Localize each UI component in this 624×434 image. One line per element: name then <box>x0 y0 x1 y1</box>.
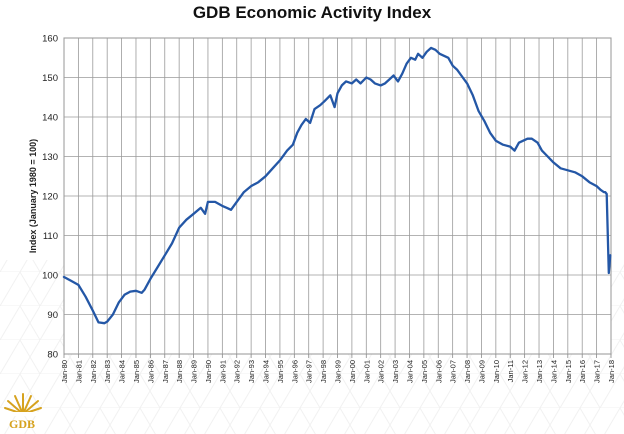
y-tick-label: 140 <box>42 113 58 124</box>
y-tick-label: 160 <box>42 34 58 45</box>
x-tick-label: Jan-14 <box>549 360 558 383</box>
x-tick-label: Jan-15 <box>564 360 573 383</box>
gdb-logo-text: GDB <box>8 417 35 431</box>
x-tick-label: Jan-90 <box>204 360 213 383</box>
gdb-logo <box>4 393 42 416</box>
x-tick-label: Jan-91 <box>218 360 227 383</box>
x-tick-label: Jan-96 <box>290 360 299 383</box>
x-tick-label: Jan-99 <box>334 360 343 383</box>
series-line-0 <box>62 46 612 325</box>
y-tick-label: 110 <box>43 231 58 242</box>
x-tick-label: Jan-00 <box>348 360 357 383</box>
x-tick-label: Jan-92 <box>233 360 242 383</box>
x-tick-label: Jan-80 <box>60 360 69 383</box>
x-tick-label: Jan-03 <box>391 360 400 383</box>
x-tick-label: Jan-10 <box>492 360 501 383</box>
x-tick-label: Jan-04 <box>405 360 414 383</box>
x-tick-label: Jan-85 <box>132 360 141 383</box>
x-tick-label: Jan-97 <box>305 360 314 383</box>
y-axis-label: Index (January 1980 = 100) <box>28 139 38 253</box>
x-tick-label: Jan-13 <box>535 360 544 383</box>
x-axis-ticks: Jan-80 Jan-81 Jan-82 Jan-83 Jan-84 Jan-85 Jan-… <box>60 360 616 383</box>
x-tick-label: Jan-87 <box>161 360 170 383</box>
y-tick-label: 150 <box>42 73 58 84</box>
y-axis-ticks: 80 90 100 110 120 130 140 150 160 <box>42 34 58 361</box>
x-tick-label: Jan-18 <box>607 360 616 383</box>
x-tick-label: Jan-86 <box>146 360 155 383</box>
x-tick-label: Jan-82 <box>89 360 98 383</box>
y-tick-label: 90 <box>47 310 58 321</box>
x-tick-label: Jan-02 <box>377 360 386 383</box>
x-tick-label: Jan-11 <box>506 360 515 382</box>
x-tick-label: Jan-09 <box>477 360 486 383</box>
x-tick-label: Jan-08 <box>463 360 472 383</box>
x-tick-label: Jan-06 <box>434 360 443 383</box>
x-tick-label: Jan-07 <box>449 360 458 383</box>
x-tick-label: Jan-17 <box>593 360 602 383</box>
sun-rays-icon <box>4 393 42 415</box>
x-tick-label: Jan-95 <box>276 360 285 383</box>
x-tick-label: Jan-88 <box>175 360 184 383</box>
x-tick-label: Jan-98 <box>319 360 328 383</box>
y-tick-label: 120 <box>42 192 58 203</box>
x-tick-label: Jan-94 <box>262 360 271 383</box>
y-tick-label: 100 <box>42 271 58 282</box>
series-layer <box>62 46 612 325</box>
x-tick-label: Jan-83 <box>103 360 112 383</box>
chart-grid <box>63 37 612 358</box>
chart-title: GDB Economic Activity Index <box>192 3 432 22</box>
x-tick-label: Jan-93 <box>247 360 256 383</box>
x-tick-label: Jan-89 <box>190 360 199 383</box>
y-tick-label: 80 <box>47 350 58 361</box>
y-tick-label: 130 <box>42 152 58 163</box>
x-tick-label: Jan-05 <box>420 360 429 383</box>
x-tick-label: Jan-01 <box>362 360 371 383</box>
x-tick-label: Jan-16 <box>578 360 587 383</box>
x-tick-label: Jan-12 <box>521 360 530 383</box>
x-tick-label: Jan-84 <box>118 360 127 383</box>
x-tick-label: Jan-81 <box>74 360 83 383</box>
